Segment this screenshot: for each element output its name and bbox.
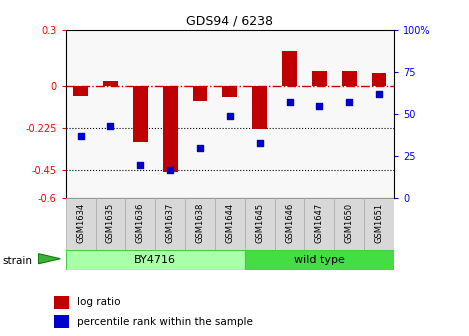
Text: GSM1645: GSM1645	[255, 202, 264, 243]
Bar	[274, 198, 304, 250]
Bar	[54, 296, 69, 308]
Text: GSM1646: GSM1646	[285, 202, 294, 243]
Bar	[163, 86, 178, 172]
Text: GSM1647: GSM1647	[315, 202, 324, 243]
Polygon shape	[38, 254, 61, 264]
Text: GSM1650: GSM1650	[345, 202, 354, 243]
Point	[136, 162, 144, 167]
Bar	[245, 198, 274, 250]
Text: BY4716: BY4716	[134, 255, 176, 265]
Point	[286, 100, 293, 105]
Bar	[54, 315, 69, 328]
Text: GSM1644: GSM1644	[225, 202, 234, 243]
Bar	[364, 198, 394, 250]
Bar	[66, 198, 96, 250]
Point	[106, 123, 114, 129]
Bar	[222, 86, 237, 97]
Bar	[304, 198, 334, 250]
Bar	[245, 250, 394, 270]
Text: log ratio: log ratio	[77, 297, 121, 307]
Text: GSM1634: GSM1634	[76, 202, 85, 243]
Text: GSM1636: GSM1636	[136, 202, 145, 243]
Bar	[192, 86, 207, 101]
Point	[226, 113, 234, 119]
Bar	[185, 198, 215, 250]
Bar	[155, 198, 185, 250]
Bar	[312, 71, 327, 86]
Point	[316, 103, 323, 109]
Bar	[342, 71, 356, 86]
Bar	[66, 250, 245, 270]
Text: GSM1637: GSM1637	[166, 202, 174, 243]
Text: strain: strain	[2, 256, 32, 266]
Text: percentile rank within the sample: percentile rank within the sample	[77, 317, 253, 327]
Bar	[133, 86, 148, 142]
Text: wild type: wild type	[294, 255, 345, 265]
Bar	[334, 198, 364, 250]
Bar	[103, 81, 118, 86]
Point	[256, 140, 264, 145]
Bar	[252, 86, 267, 129]
Point	[196, 145, 204, 151]
Point	[77, 133, 84, 139]
Point	[375, 91, 383, 97]
Bar	[215, 198, 245, 250]
Text: GSM1651: GSM1651	[375, 202, 384, 243]
Text: GSM1638: GSM1638	[196, 202, 204, 243]
Text: GSM1635: GSM1635	[106, 202, 115, 243]
Bar	[371, 73, 386, 86]
Bar	[73, 86, 88, 95]
Bar	[282, 51, 297, 86]
Point	[346, 100, 353, 105]
Title: GDS94 / 6238: GDS94 / 6238	[186, 15, 273, 28]
Point	[166, 167, 174, 172]
Bar	[96, 198, 125, 250]
Bar	[125, 198, 155, 250]
